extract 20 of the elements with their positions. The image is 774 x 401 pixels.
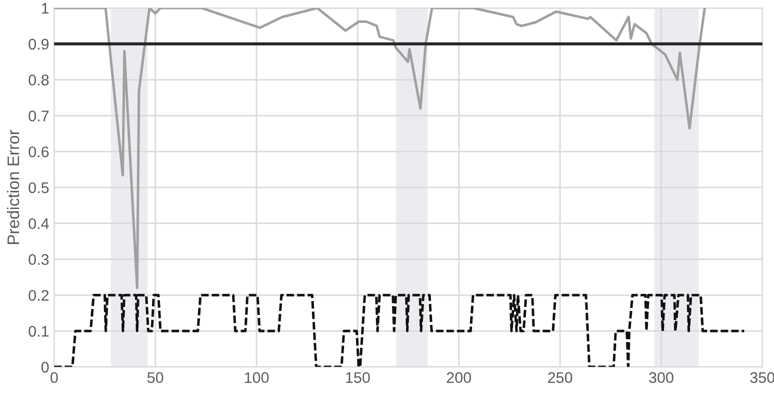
y-tick-label: 0	[41, 362, 49, 373]
x-tick-label: 50	[147, 372, 164, 383]
y-tick-label: 0.7	[28, 110, 49, 122]
x-tick-label: 300	[649, 372, 674, 383]
y-tick-label: 0.4	[28, 218, 49, 230]
x-tick-label: 100	[244, 372, 269, 383]
y-tick-label: 0.5	[28, 182, 49, 194]
x-tick-label: 200	[446, 372, 472, 383]
y-tick-label: 0.3	[28, 254, 49, 265]
line-series	[54, 8, 706, 290]
y-tick-label: 0.9	[28, 38, 49, 50]
y-tick-label: 0.8	[28, 74, 49, 86]
x-tick-label: 150	[346, 372, 370, 383]
y-tick-label: 0.6	[28, 146, 49, 158]
y-tick-label: 0.2	[28, 290, 49, 301]
y-tick-label: 1	[42, 3, 49, 14]
x-tick-label: 0	[50, 372, 58, 383]
y-axis-title: Prediction Error	[6, 130, 20, 244]
x-tick-label: 250	[548, 372, 572, 383]
y-tick-label: 0.1	[28, 326, 49, 337]
